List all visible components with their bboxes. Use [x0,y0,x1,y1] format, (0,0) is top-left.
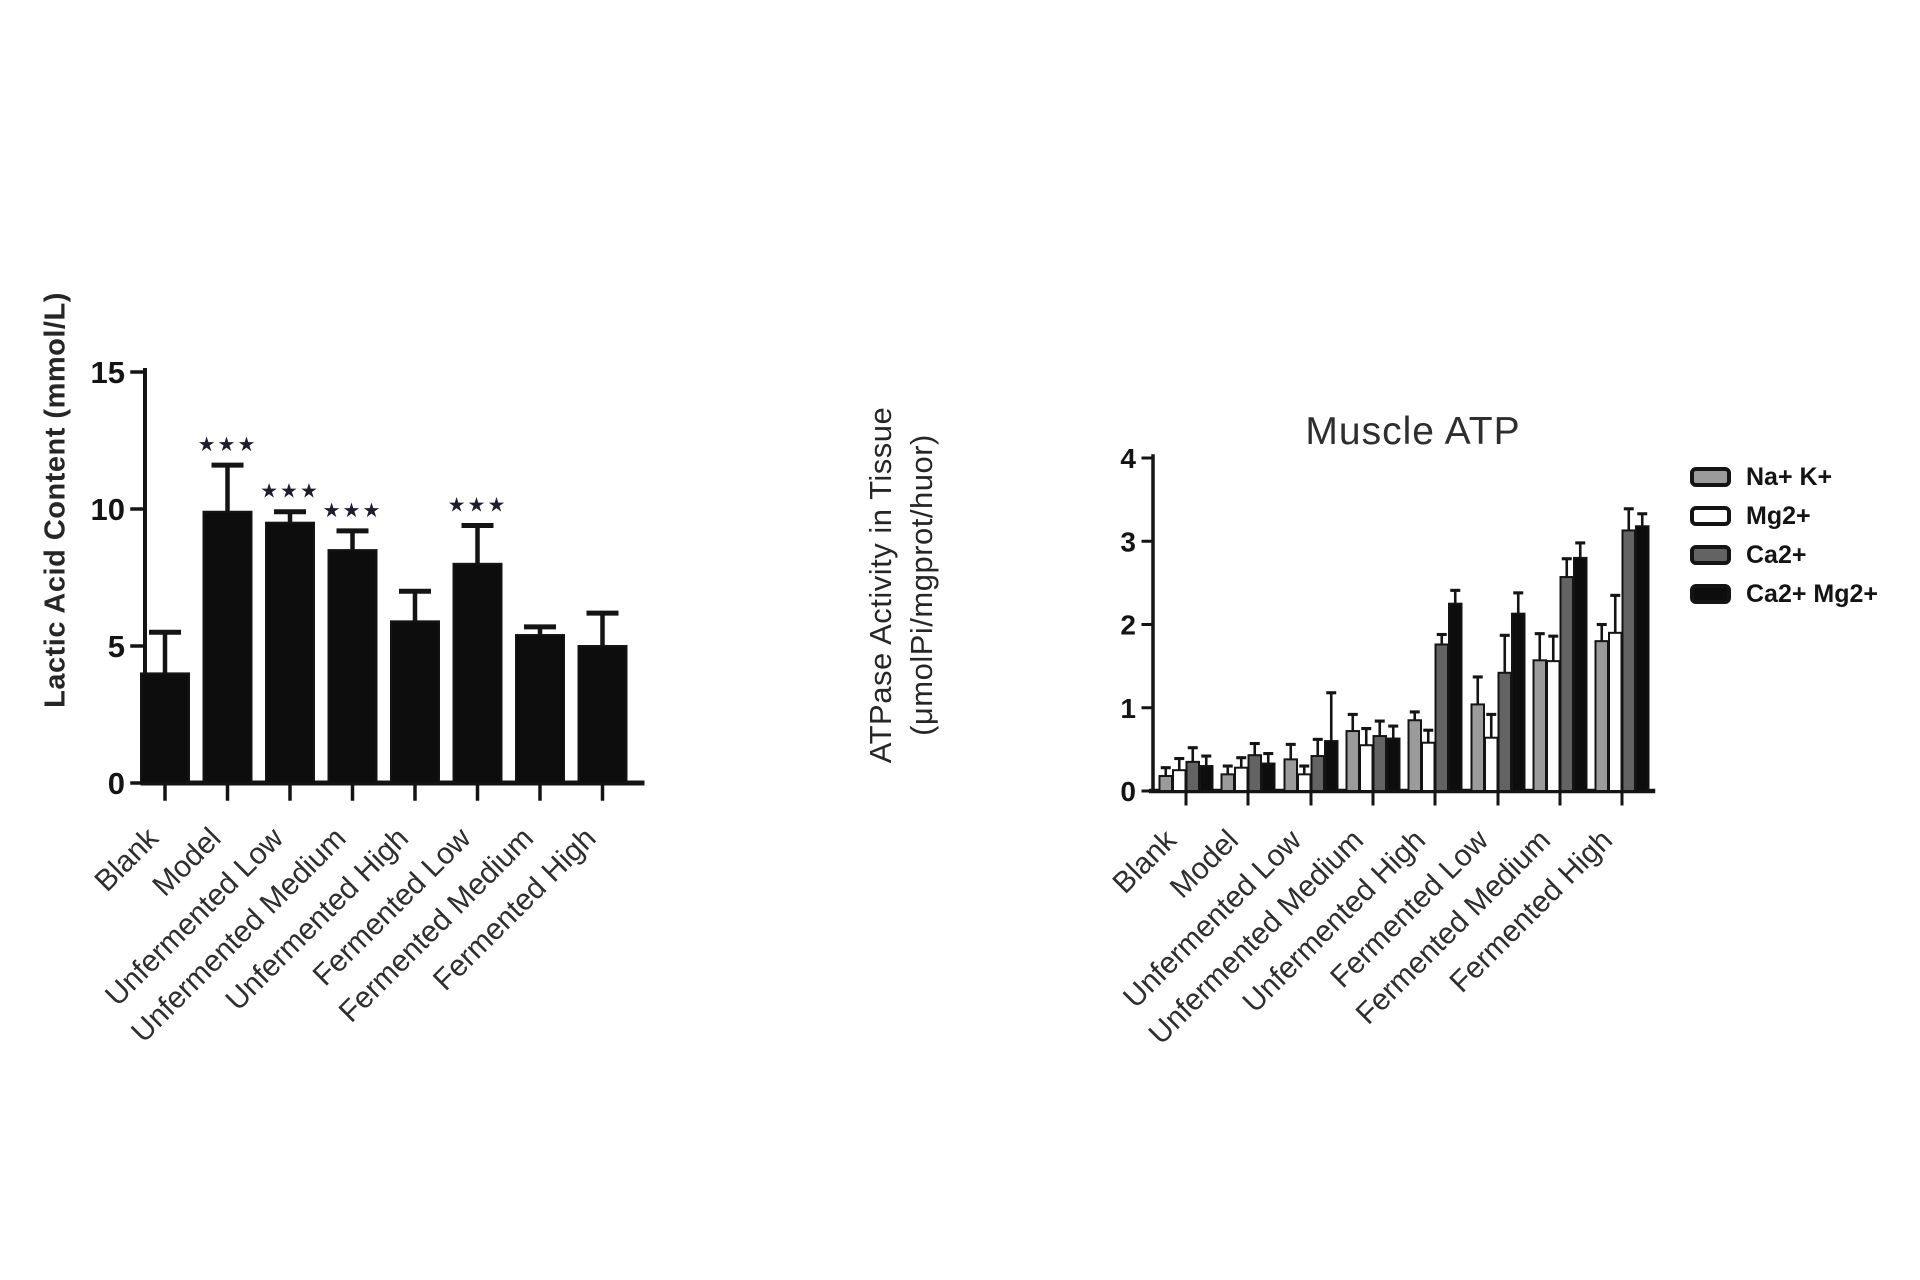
y-tick-label: 5 [108,629,125,664]
legend-swatch [1690,584,1731,604]
bar [1407,719,1422,792]
legend-swatch [1690,467,1731,487]
y-tick-label: 4 [1120,443,1136,474]
bar [1497,671,1512,792]
y-tick-label: 1 [1120,693,1136,724]
y-tick-label: 2 [1120,610,1136,641]
bar [1594,640,1609,793]
y-tick-label: 3 [1120,526,1136,557]
bar [1324,740,1339,792]
legend-label: Ca2+ [1746,541,1807,569]
bar [1158,775,1173,793]
legend-label: Mg2+ [1746,502,1811,530]
bar [1421,741,1436,793]
y-tick-label: 10 [91,492,125,527]
bar [202,510,253,784]
y-tick-label: 0 [1120,776,1136,807]
right-y-axis-label-line2: (μmolPi/mgprot/huor) [904,434,939,736]
y-tick-label: 0 [108,766,125,801]
bar [1283,758,1298,792]
legend-swatch [1690,545,1731,565]
bar [1359,744,1374,793]
right-y-axis-label-line1: ATPase Activity in Tissue [863,406,898,764]
legend-item: Na+ K+ [1690,463,1878,491]
bar [1234,766,1249,793]
bar [1220,773,1235,792]
bar [1470,703,1485,792]
bar [1247,754,1262,793]
bar [1345,730,1360,792]
bar [1185,760,1200,792]
bar [1546,660,1561,792]
legend-label: Ca2+ Mg2+ [1746,580,1879,608]
legend-item: Ca2+ Mg2+ [1690,580,1879,608]
bar [1635,525,1650,792]
bar [1199,765,1214,793]
bar [1372,735,1387,792]
bar [390,620,440,785]
bar [515,634,565,784]
bar [1434,643,1449,792]
bar [452,562,503,784]
bar [1448,602,1463,792]
bar [1621,529,1636,792]
bar [1608,631,1623,793]
bar [1386,737,1401,792]
bar [265,521,315,784]
bar [1532,659,1547,792]
legend-item: Ca2+ [1690,541,1878,569]
bar [1559,576,1574,792]
bar [140,672,190,785]
bar [1172,769,1187,792]
significance-stars: ★★★ [198,432,258,456]
bar [1261,762,1276,793]
bar [1511,612,1526,792]
significance-stars: ★★★ [260,479,320,503]
bar [1310,755,1325,792]
bar [327,549,378,784]
significance-stars: ★★★ [448,492,508,516]
legend-swatch [1690,506,1731,526]
y-tick-label: 15 [91,355,125,390]
bar [1484,736,1499,792]
bar [1297,773,1312,792]
right-chart-title: Muscle ATP [1305,410,1521,453]
legend-item: Mg2+ [1690,502,1878,530]
left-chart-y-axis-label: Lactic Acid Content (mmol/L) [39,292,72,708]
significance-stars: ★★★ [323,498,383,522]
legend: Na+ K+ Mg2+ Ca2+ Ca2+ Mg2+ [1690,463,1879,608]
bar [1573,556,1588,793]
legend-label: Na+ K+ [1746,463,1833,491]
bar [577,645,628,784]
right-chart-y-axis-label: ATPase Activity in Tissue (μmolPi/mgprot… [860,407,942,764]
